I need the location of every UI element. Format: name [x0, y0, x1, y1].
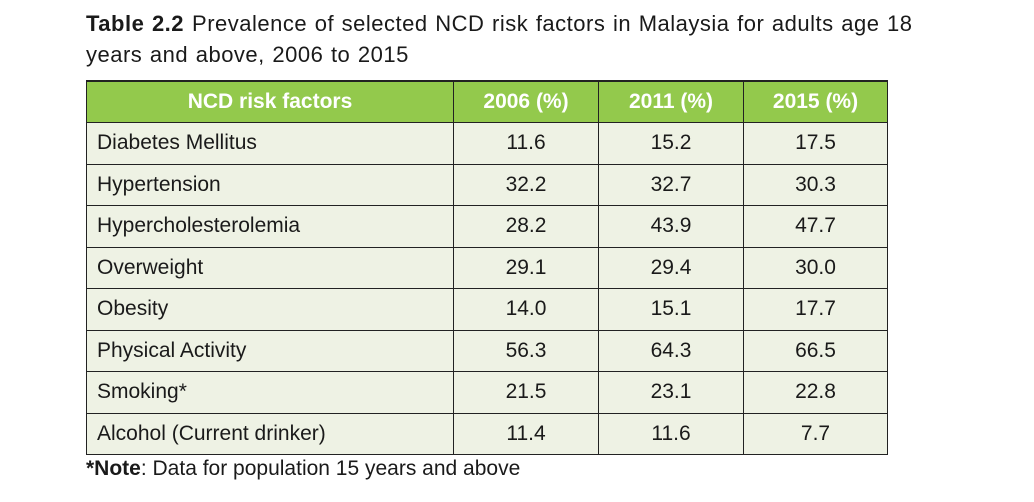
value-2006-cell: 14.0 [453, 288, 599, 331]
risk-factor-cell: Diabetes Mellitus [86, 122, 454, 165]
value-2006-cell: 11.6 [453, 122, 599, 165]
value-2015-cell: 30.0 [743, 246, 888, 289]
column-header-2015: 2015 (%) [743, 80, 888, 123]
value-2006-cell: 29.1 [453, 246, 599, 289]
table-header-row: NCD risk factors 2006 (%) 2011 (%) 2015 … [86, 80, 888, 123]
table-row: Overweight 29.1 29.4 30.0 [86, 246, 888, 289]
table-row: Smoking* 21.5 23.1 22.8 [86, 371, 888, 414]
value-2006-cell: 21.5 [453, 371, 599, 414]
column-header-2006: 2006 (%) [453, 80, 599, 123]
value-2011-cell: 23.1 [598, 371, 744, 414]
value-2006-cell: 11.4 [453, 412, 599, 455]
risk-factor-cell: Alcohol (Current drinker) [86, 412, 454, 455]
value-2006-cell: 28.2 [453, 205, 599, 248]
risk-factor-cell: Overweight [86, 246, 454, 289]
value-2006-cell: 56.3 [453, 329, 599, 372]
column-header-2011: 2011 (%) [598, 80, 744, 123]
value-2011-cell: 11.6 [598, 412, 744, 455]
table-caption: Table 2.2 Prevalence of selected NCD risk… [86, 8, 956, 70]
value-2006-cell: 32.2 [453, 163, 599, 206]
table-row: Diabetes Mellitus 11.6 15.2 17.5 [86, 122, 888, 165]
table-row: Alcohol (Current drinker) 11.4 11.6 7.7 [86, 412, 888, 455]
column-header-risk-factor: NCD risk factors [86, 80, 454, 123]
table-row: Hypercholesterolemia 28.2 43.9 47.7 [86, 205, 888, 248]
value-2015-cell: 30.3 [743, 163, 888, 206]
footnote-text: : Data for population 15 years and above [140, 457, 521, 480]
value-2015-cell: 66.5 [743, 329, 888, 372]
table-row: Hypertension 32.2 32.7 30.3 [86, 163, 888, 206]
value-2011-cell: 15.2 [598, 122, 744, 165]
value-2011-cell: 43.9 [598, 205, 744, 248]
table-row: Obesity 14.0 15.1 17.7 [86, 288, 888, 331]
value-2011-cell: 64.3 [598, 329, 744, 372]
ncd-risk-table: NCD risk factors 2006 (%) 2011 (%) 2015 … [86, 80, 888, 455]
risk-factor-cell: Physical Activity [86, 329, 454, 372]
risk-factor-cell: Hypercholesterolemia [86, 205, 454, 248]
value-2015-cell: 22.8 [743, 371, 888, 414]
table-number: Table 2.2 [86, 11, 185, 36]
table-row: Physical Activity 56.3 64.3 66.5 [86, 329, 888, 372]
table-title: Prevalence of selected NCD risk factors … [86, 11, 913, 67]
risk-factor-cell: Hypertension [86, 163, 454, 206]
table-footnote: *Note: Data for population 15 years and … [86, 454, 520, 484]
value-2015-cell: 47.7 [743, 205, 888, 248]
risk-factor-cell: Smoking* [86, 371, 454, 414]
value-2011-cell: 15.1 [598, 288, 744, 331]
value-2015-cell: 17.7 [743, 288, 888, 331]
value-2011-cell: 32.7 [598, 163, 744, 206]
value-2015-cell: 7.7 [743, 412, 888, 455]
risk-factor-cell: Obesity [86, 288, 454, 331]
footnote-label: *Note [86, 457, 141, 480]
value-2015-cell: 17.5 [743, 122, 888, 165]
value-2011-cell: 29.4 [598, 246, 744, 289]
